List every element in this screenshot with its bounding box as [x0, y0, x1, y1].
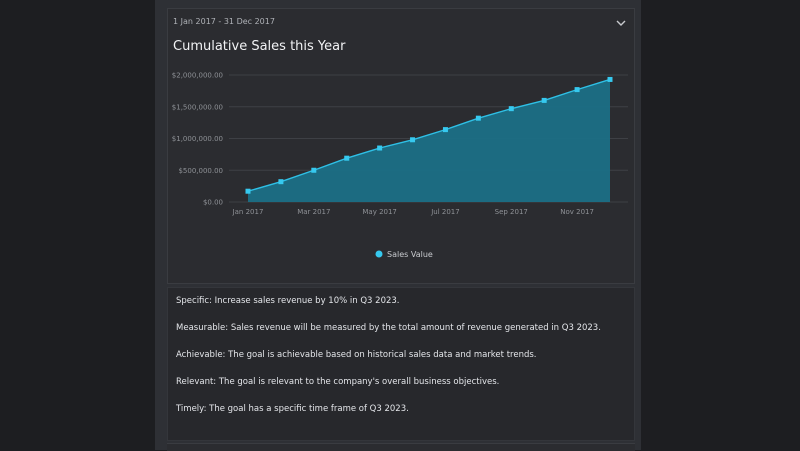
data-point — [574, 87, 580, 93]
sales-chart: $0.00 $500,000.00 $1,000,000.00 $1,500,000.… — [172, 72, 628, 259]
x-tick-label: Sep 2017 — [495, 208, 528, 216]
x-tick-label: Nov 2017 — [560, 208, 594, 216]
date-range: 1 Jan 2017 - 31 Dec 2017 — [173, 17, 275, 26]
y-tick-label: $2,000,000.00 — [172, 72, 223, 80]
data-point — [410, 137, 416, 143]
note-measurable: Measurable: Sales revenue will be measur… — [176, 323, 601, 333]
note-achievable: Achievable: The goal is achievable based… — [176, 350, 537, 360]
y-tick-label: $0.00 — [203, 199, 223, 207]
data-point — [541, 97, 547, 103]
x-tick-label: Jan 2017 — [232, 208, 264, 216]
next-card-edge — [167, 443, 635, 451]
note-timely: Timely: The goal has a specific time fra… — [176, 404, 409, 414]
note-relevant: Relevant: The goal is relevant to the co… — [176, 377, 500, 387]
data-point — [311, 167, 317, 173]
sales-area — [248, 79, 610, 202]
data-point — [245, 188, 251, 194]
legend-label: Sales Value — [387, 250, 433, 259]
y-tick-label: $500,000.00 — [178, 167, 223, 175]
data-point — [344, 155, 350, 161]
data-point — [377, 145, 383, 151]
smart-goals-notes: Specific: Increase sales revenue by 10% … — [167, 287, 635, 441]
note-specific: Specific: Increase sales revenue by 10% … — [176, 296, 400, 306]
x-tick-label: Jul 2017 — [430, 208, 460, 216]
chevron-down-icon[interactable] — [614, 15, 628, 29]
data-point — [607, 76, 613, 82]
y-tick-label: $1,500,000.00 — [172, 103, 223, 111]
data-point — [475, 115, 481, 121]
chart-title: Cumulative Sales this Year — [173, 39, 346, 54]
data-point — [508, 106, 514, 112]
data-point — [278, 179, 284, 185]
legend-marker — [375, 250, 383, 258]
x-tick-label: May 2017 — [362, 208, 397, 216]
data-point — [442, 127, 448, 133]
chart-card: 1 Jan 2017 - 31 Dec 2017 Cumulative Sale… — [167, 8, 635, 284]
sales-line — [247, 78, 611, 192]
y-tick-label: $1,000,000.00 — [172, 135, 223, 143]
x-tick-label: Mar 2017 — [297, 208, 330, 216]
